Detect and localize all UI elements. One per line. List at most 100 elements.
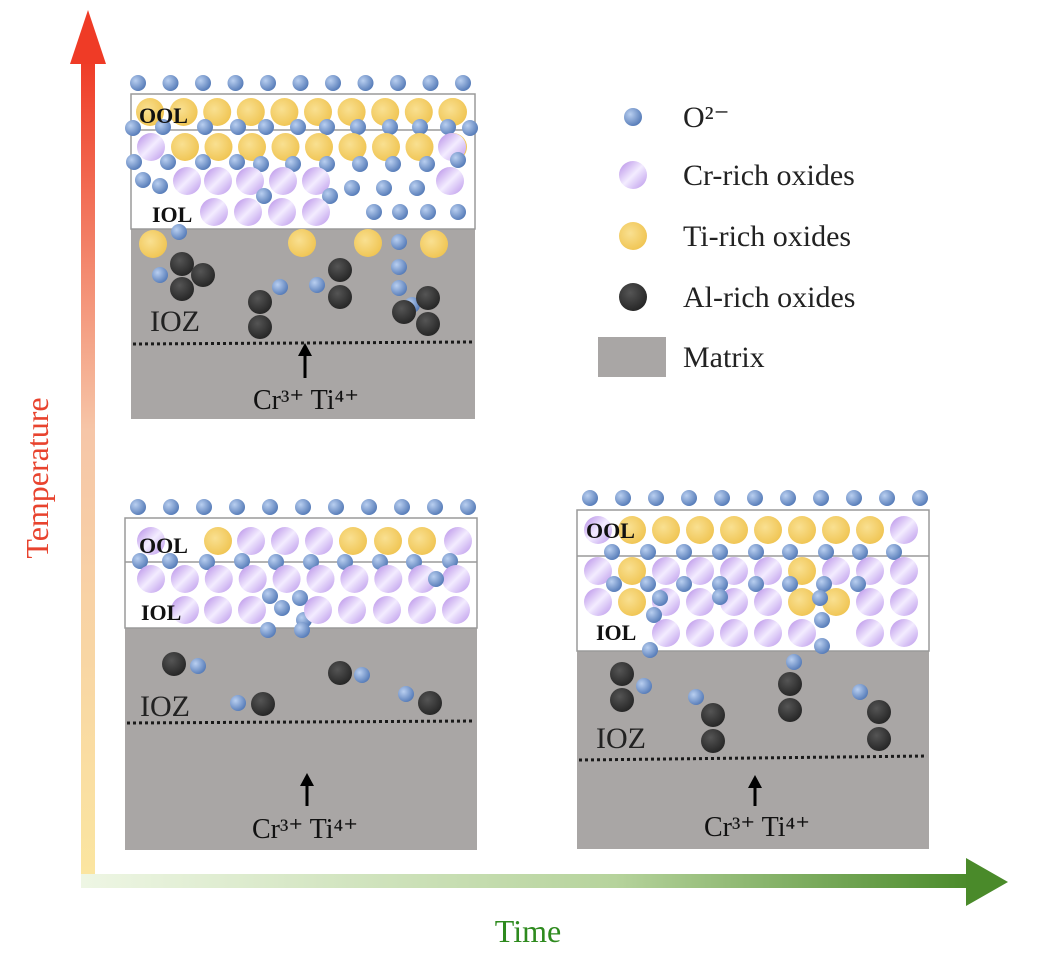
time-axis-label: Time — [495, 913, 561, 949]
oxygen-ion — [391, 280, 407, 296]
oxygen-ion — [409, 180, 425, 196]
oxygen-ion — [462, 120, 478, 136]
ti-oxide-particle — [337, 98, 366, 126]
oxygen-ion — [912, 490, 928, 506]
cr-oxide-particle — [137, 133, 165, 161]
cr-oxide-particle — [652, 619, 680, 647]
oxygen-ion — [850, 576, 866, 592]
oxygen-ion — [256, 188, 272, 204]
cr-oxide-particle — [373, 596, 401, 624]
cr-oxide-particle — [137, 527, 165, 555]
oxygen-ion — [450, 204, 466, 220]
cr-oxide-particle — [302, 198, 330, 226]
ti-oxide-particle — [720, 516, 748, 544]
cr-oxide-particle — [237, 527, 265, 555]
oxygen-ion — [322, 188, 338, 204]
oxygen-ion — [642, 642, 658, 658]
ti-oxide-particle — [822, 516, 850, 544]
oxygen-ion — [460, 499, 476, 515]
oxygen-ion — [455, 75, 471, 91]
time-axis — [81, 858, 1008, 906]
ti-oxide-particle — [652, 516, 680, 544]
oxygen-ion — [361, 499, 377, 515]
cr-oxide-particle — [173, 167, 201, 195]
ool-label: OOL — [586, 518, 635, 543]
al-oxide-particle — [251, 692, 275, 716]
ti-oxide-particle — [618, 557, 646, 585]
cr-oxide-particle — [234, 198, 262, 226]
oxygen-ion — [398, 686, 414, 702]
cr-oxide-particle — [269, 167, 297, 195]
cr-oxide-particle — [272, 565, 301, 593]
oxygen-ion — [162, 75, 179, 91]
ti-oxide-particle — [788, 516, 816, 544]
cr-oxide-particle — [890, 557, 918, 585]
al-oxide-particle — [248, 290, 272, 314]
cr-oxide-particle — [171, 596, 199, 624]
ool-label: OOL — [139, 533, 188, 558]
legend-label: Al-rich oxides — [683, 281, 855, 314]
legend: O²⁻ Cr-rich oxides Ti-rich oxides Al-rich o… — [598, 101, 855, 377]
oxygen-ion — [274, 600, 290, 616]
oxygen-ion — [260, 622, 276, 638]
cation-arrow-icon — [748, 775, 762, 806]
oxygen-ion — [130, 499, 146, 515]
oxygen-ion — [606, 576, 622, 592]
ti-oxide-particle — [288, 229, 316, 257]
oxygen-ion — [160, 154, 176, 170]
al-oxide-particle — [867, 727, 891, 751]
ti-oxide-particle — [203, 98, 232, 126]
oxygen-ion — [126, 154, 142, 170]
oxygen-ion — [385, 156, 401, 172]
cr-oxide-particle — [204, 565, 233, 593]
cation-arrow-icon — [300, 773, 314, 806]
oxygen-ion — [419, 156, 435, 172]
oxygen-ion — [292, 590, 308, 606]
cr-oxide-particle — [584, 588, 612, 616]
al-oxide-particle — [248, 315, 272, 339]
oxygen-ion — [816, 576, 832, 592]
al-oxide-particle — [416, 286, 440, 310]
oxygen-ion — [394, 499, 410, 515]
oxygen-ion — [325, 75, 341, 91]
oxygen-ion — [382, 119, 398, 135]
cr-oxide-particle — [788, 619, 816, 647]
oxygen-ion-icon — [624, 108, 642, 126]
ti-oxide-particle — [171, 133, 199, 161]
cr-oxide-particle — [204, 167, 232, 195]
ti-oxide-particle — [139, 230, 167, 258]
oxygen-ion — [376, 180, 392, 196]
al-oxide-particle — [778, 672, 802, 696]
cr-oxide-particle — [442, 565, 471, 593]
oxygen-ion — [354, 667, 370, 683]
al-oxide-particle — [170, 252, 194, 276]
cr-oxide-icon — [619, 161, 647, 189]
oxygen-ion — [195, 154, 211, 170]
oxygen-ion — [162, 553, 178, 569]
cr-oxide-particle — [238, 596, 266, 624]
cr-oxide-particle — [304, 596, 332, 624]
legend-label: O²⁻ — [683, 101, 730, 134]
oxygen-ion — [420, 204, 436, 220]
cr-oxide-particle — [686, 619, 714, 647]
panel-low-temperature-short-time: OOL IOL IOZ Cr³⁺ Ti⁴⁺ — [124, 499, 478, 850]
cr-oxide-particle — [200, 198, 228, 226]
ti-oxide-particle — [618, 516, 646, 544]
cr-oxide-particle — [442, 596, 470, 624]
iol-label: IOL — [141, 600, 181, 625]
oxygen-ion — [782, 544, 798, 560]
oxygen-ion — [303, 554, 319, 570]
oxygen-ion — [886, 544, 902, 560]
oxygen-ion — [442, 553, 458, 569]
al-oxide-particle — [701, 703, 725, 727]
al-oxide-particle — [610, 688, 634, 712]
oxygen-ion — [253, 156, 269, 172]
oxygen-ion — [328, 499, 344, 515]
oxygen-ion — [846, 490, 862, 506]
oxygen-ion — [152, 178, 168, 194]
oxygen-ion — [440, 119, 456, 135]
cr-oxide-particle — [652, 557, 680, 585]
oxygen-ion — [199, 554, 215, 570]
oxygen-ion — [319, 119, 335, 135]
oxygen-ion — [344, 180, 360, 196]
